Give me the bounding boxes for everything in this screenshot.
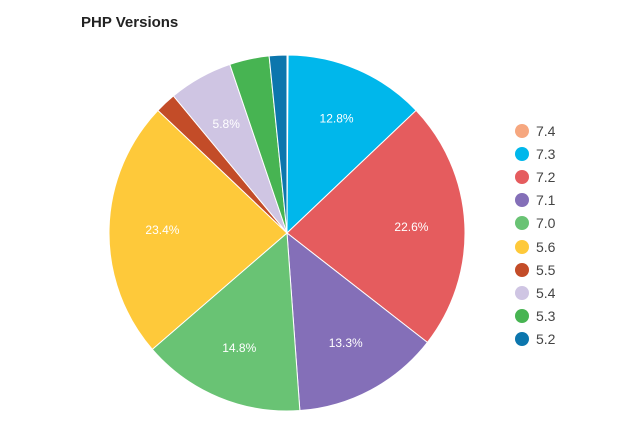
legend-item-7-2[interactable]: 7.2 (515, 165, 555, 188)
chart-title: PHP Versions (81, 14, 179, 31)
legend-label: 7.1 (536, 192, 556, 209)
legend-item-5-5[interactable]: 5.5 (515, 258, 555, 281)
legend-item-7-4[interactable]: 7.4 (515, 119, 555, 142)
legend-item-5-4[interactable]: 5.4 (515, 281, 555, 304)
legend-label: 7.2 (536, 168, 556, 185)
pie-slice-5-6[interactable] (108, 109, 288, 351)
pie-slice-7-2[interactable] (286, 109, 466, 344)
legend-swatch (515, 216, 529, 231)
legend-label: 7.0 (536, 215, 556, 232)
legend-swatch (515, 239, 529, 254)
legend-swatch (515, 123, 529, 138)
legend-swatch (515, 309, 529, 324)
slice-label-7-1: 13.3% (329, 336, 363, 350)
legend-item-7-0[interactable]: 7.0 (515, 212, 555, 235)
legend-swatch (515, 169, 529, 184)
legend: 7.4 7.3 7.2 7.1 7.0 5.6 5.5 5.4 5.3 5.2 (515, 119, 555, 351)
legend-label: 5.4 (536, 284, 556, 301)
slice-label-7-0: 14.8% (222, 341, 256, 355)
pie-slices (108, 54, 466, 412)
legend-item-5-2[interactable]: 5.2 (515, 328, 555, 351)
pie-slice-labels: 12.8% 22.6% 13.3% 14.8% 23.4% 5.8% (145, 112, 428, 355)
legend-swatch (515, 332, 529, 347)
legend-item-7-3[interactable]: 7.3 (515, 142, 555, 165)
slice-label-7-3: 12.8% (320, 112, 354, 126)
slice-label-5-6: 23.4% (145, 223, 179, 237)
pie-slice-5-2[interactable] (268, 54, 288, 234)
legend-item-5-6[interactable]: 5.6 (515, 235, 555, 258)
legend-swatch (515, 262, 529, 277)
legend-label: 5.2 (536, 331, 556, 348)
legend-swatch (515, 285, 529, 300)
pie-slice-7-0[interactable] (151, 231, 301, 412)
legend-item-5-3[interactable]: 5.3 (515, 305, 555, 328)
slice-label-5-4: 5.8% (213, 117, 241, 131)
pie-slice-7-3[interactable] (286, 54, 417, 235)
legend-swatch (515, 146, 529, 161)
slice-label-7-2: 22.6% (394, 220, 428, 234)
legend-item-7-1[interactable]: 7.1 (515, 189, 555, 212)
legend-label: 5.3 (536, 308, 556, 325)
legend-label: 7.3 (536, 145, 556, 162)
legend-label: 5.6 (536, 238, 556, 255)
legend-swatch (515, 193, 529, 208)
legend-label: 5.5 (536, 261, 556, 278)
legend-label: 7.4 (536, 122, 556, 139)
pie-slice-7-1[interactable] (286, 231, 429, 412)
